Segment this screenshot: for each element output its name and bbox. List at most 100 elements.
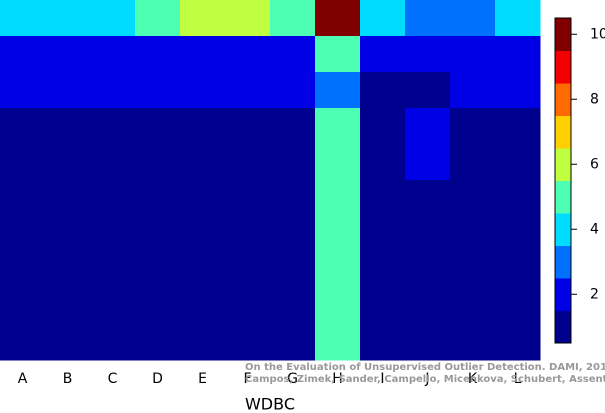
x-tick-label: E: [198, 371, 207, 387]
heatmap-cell: [270, 0, 316, 37]
heatmap-cell: [360, 216, 406, 253]
x-tick-label: K: [468, 371, 478, 387]
heatmap-cell: [315, 108, 361, 145]
heatmap-cell: [495, 72, 541, 109]
heatmap-cell: [0, 216, 46, 253]
heatmap-cell: [450, 216, 496, 253]
colorbar-bin: [555, 278, 571, 311]
heatmap-cell: [135, 108, 181, 145]
heatmap-cell: [405, 288, 451, 325]
heatmap-cell: [135, 0, 181, 37]
colorbar-bin: [555, 310, 571, 344]
heatmap-cell: [180, 288, 226, 325]
heatmap-cell: [225, 108, 271, 145]
colorbar-bin: [555, 148, 571, 181]
heatmap-cell: [180, 36, 226, 73]
heatmap-cell: [495, 288, 541, 325]
heatmap-cell: [270, 288, 316, 325]
heatmap-cell: [495, 252, 541, 289]
heatmap-cell: [90, 216, 136, 253]
heatmap-cell: [135, 72, 181, 109]
watermark: Campos, Zimek, Sander, Campello, Micenko…: [245, 374, 605, 385]
heatmap-cell: [135, 252, 181, 289]
heatmap-cell: [315, 144, 361, 181]
heatmap-cell: [450, 288, 496, 325]
heatmap-cell: [225, 144, 271, 181]
heatmap-cell: [315, 36, 361, 73]
heatmap-cell: [360, 324, 406, 361]
heatmap-cell: [135, 36, 181, 73]
heatmap-cell: [270, 324, 316, 361]
x-tick-label: F: [243, 371, 251, 387]
heatmap-cell: [90, 288, 136, 325]
heatmap-cell: [180, 252, 226, 289]
heatmap-cell: [0, 252, 46, 289]
heatmap-cell: [135, 216, 181, 253]
heatmap-cell: [270, 144, 316, 181]
x-tick-label: G: [287, 371, 298, 387]
heatmap-cell: [360, 288, 406, 325]
colorbar-bin: [555, 245, 571, 279]
heatmap-cell: [450, 108, 496, 145]
heatmap-cell: [405, 324, 451, 361]
heatmap-cell: [45, 288, 91, 325]
heatmap-cell: [45, 108, 91, 145]
heatmap-cell: [90, 144, 136, 181]
heatmap-cell: [405, 72, 451, 109]
heatmap-cell: [405, 252, 451, 289]
x-tick-label: J: [424, 371, 429, 387]
heatmap-cell: [450, 36, 496, 73]
heatmap-cell: [90, 252, 136, 289]
heatmap-cell: [495, 0, 541, 37]
heatmap-cell: [315, 0, 361, 37]
heatmap-cell: [360, 180, 406, 217]
heatmap-cell: [315, 288, 361, 325]
heatmap-cell: [450, 180, 496, 217]
heatmap-cell: [225, 180, 271, 217]
heatmap-cell: [495, 108, 541, 145]
heatmap-cell: [0, 108, 46, 145]
heatmap-cell: [225, 216, 271, 253]
heatmap-cell: [360, 72, 406, 109]
heatmap-cell: [45, 36, 91, 73]
heatmap-cell: [90, 72, 136, 109]
heatmap-cell: [405, 216, 451, 253]
heatmap-cell: [225, 0, 271, 37]
heatmap-cell: [45, 72, 91, 109]
heatmap-cell: [135, 288, 181, 325]
watermark: On the Evaluation of Unsupervised Outlie…: [245, 362, 605, 373]
heatmap-cell: [135, 144, 181, 181]
colorbar-bin: [555, 50, 571, 84]
heatmap-cell: [45, 144, 91, 181]
x-tick-label: C: [108, 371, 118, 387]
heatmap-cell: [180, 180, 226, 217]
heatmap-cell: [405, 144, 451, 181]
colorbar-bin: [555, 83, 571, 116]
heatmap-cell: [360, 0, 406, 37]
heatmap-cell: [495, 324, 541, 361]
heatmap-cell: [270, 180, 316, 217]
heatmap-cell: [450, 252, 496, 289]
heatmap-cell: [45, 180, 91, 217]
heatmap-cell: [315, 72, 361, 109]
heatmap-cell: [90, 0, 136, 37]
heatmap-cell: [225, 252, 271, 289]
x-tick-label: I: [380, 371, 384, 387]
heatmap-cell: [495, 180, 541, 217]
heatmap-cell: [0, 72, 46, 109]
heatmap-cell: [0, 0, 46, 37]
x-tick-label: A: [18, 371, 28, 387]
heatmap-cell: [405, 36, 451, 73]
heatmap-cell: [450, 0, 496, 37]
heatmap-cell: [270, 108, 316, 145]
colorbar-tick-label: 8: [590, 91, 599, 107]
heatmap-cell: [450, 144, 496, 181]
heatmap-cell: [135, 324, 181, 361]
heatmap-cell: [405, 108, 451, 145]
x-axis-label: WDBC: [245, 395, 295, 413]
x-tick-label: B: [63, 371, 73, 387]
x-tick-label: D: [152, 371, 163, 387]
heatmap-cell: [495, 144, 541, 181]
heatmap-cell: [45, 252, 91, 289]
heatmap-cell: [315, 216, 361, 253]
